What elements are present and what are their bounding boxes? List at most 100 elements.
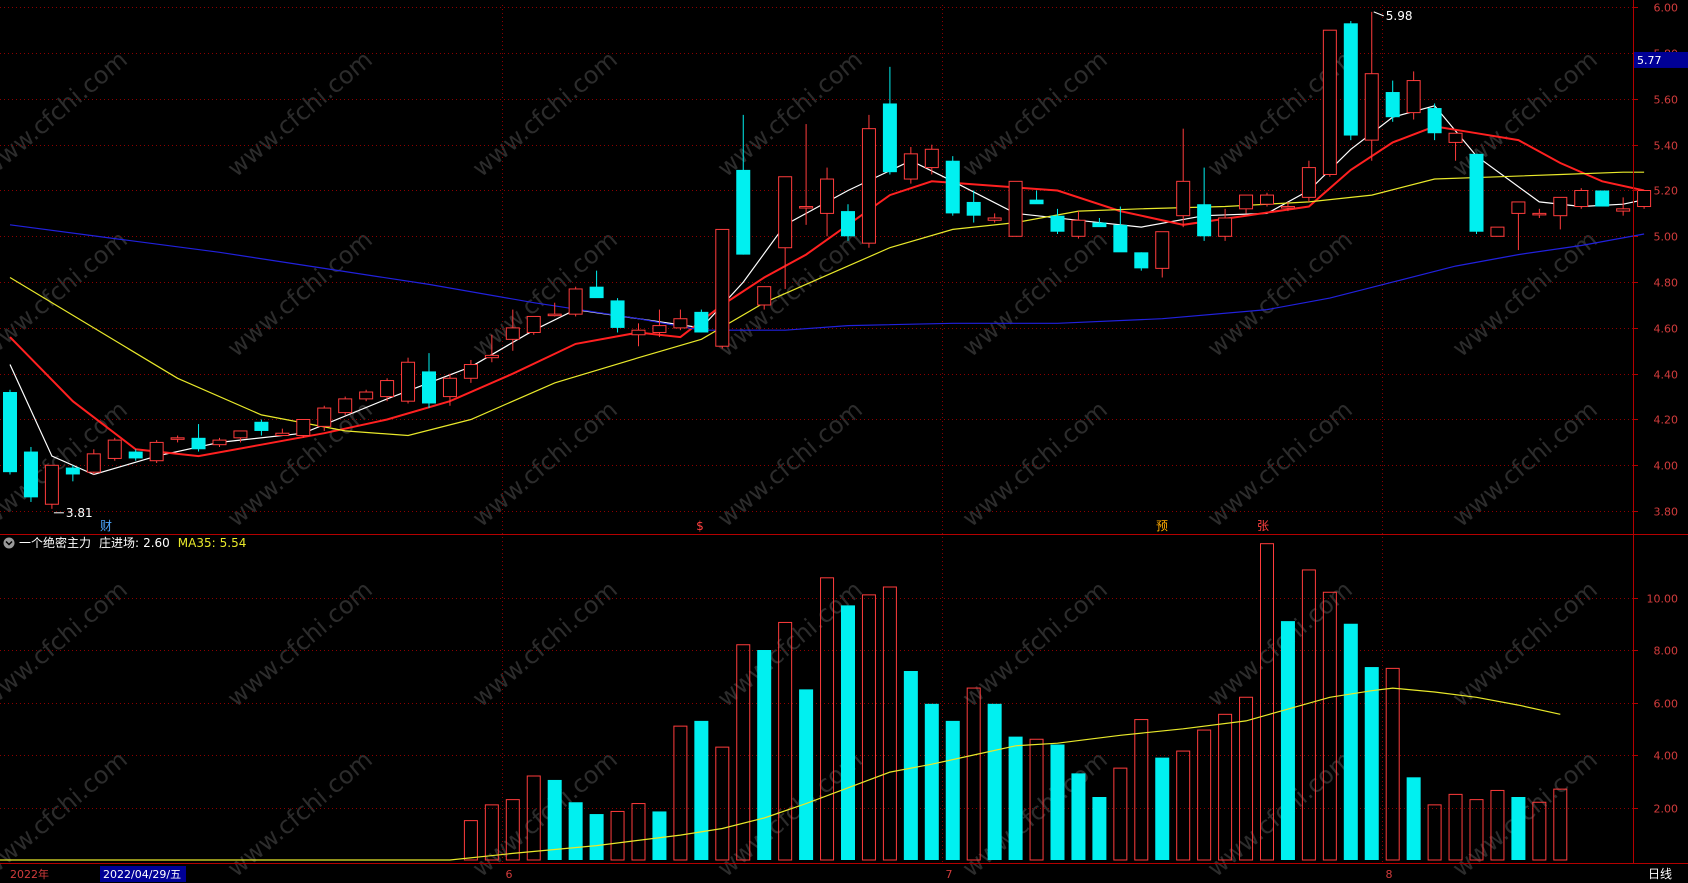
candle <box>568 286 583 317</box>
candlesticks[interactable] <box>3 11 1652 509</box>
candle-body <box>1176 180 1191 217</box>
candle-body <box>736 169 751 255</box>
candle-body <box>1239 194 1254 210</box>
candle-body <box>484 354 499 359</box>
indicator-bar <box>882 586 897 861</box>
candle-body <box>820 178 835 214</box>
indicator-bar <box>463 820 478 861</box>
current-price-label: 5.77 <box>1637 54 1662 67</box>
candle-body <box>610 300 625 328</box>
candle-body <box>1218 217 1233 237</box>
indicator-bar <box>945 720 960 860</box>
candle-body <box>1008 180 1023 237</box>
candle-body <box>1197 204 1212 237</box>
candle <box>1008 180 1023 237</box>
candle-body <box>170 437 185 440</box>
price-tick-label: 4.40 <box>1654 369 1679 382</box>
indicator-bar <box>1155 757 1170 860</box>
indicator-bar <box>1343 623 1358 860</box>
watermark-text: www.cfchi.com <box>0 45 133 182</box>
indicator-bar <box>1322 591 1337 861</box>
indicator-bar <box>1511 797 1526 860</box>
candle-body <box>359 391 374 400</box>
candle <box>86 449 101 475</box>
candle <box>1218 208 1233 241</box>
indicator-bar <box>1008 736 1023 860</box>
candle <box>1637 189 1652 209</box>
candle-body <box>1637 189 1652 208</box>
candle-body <box>463 364 478 379</box>
ma-line <box>9 224 1645 331</box>
indicator-value: 2.60 <box>143 536 170 550</box>
indicator-bar <box>799 689 814 860</box>
period-label[interactable]: 日线 <box>1648 867 1672 881</box>
candle-body <box>1427 108 1442 134</box>
indicator-bar <box>987 703 1002 860</box>
price-tick-label: 3.80 <box>1654 506 1679 519</box>
candle <box>1301 160 1316 202</box>
candle <box>526 315 541 335</box>
candle <box>778 176 793 289</box>
candle-body <box>861 128 876 244</box>
candle <box>673 309 688 331</box>
watermark-text: www.cfchi.com <box>1202 745 1358 882</box>
price-tick-label: 6.00 <box>1654 2 1679 15</box>
current-price-box <box>1634 51 1688 68</box>
candle <box>1239 194 1254 214</box>
candle-body <box>1260 194 1274 205</box>
candle <box>882 66 897 175</box>
indicator-bar <box>1260 543 1274 861</box>
indicator-bar <box>484 804 499 861</box>
watermark-text: www.cfchi.com <box>467 575 623 712</box>
indicator-bar <box>757 650 772 860</box>
candle <box>694 309 709 333</box>
candle <box>233 430 248 443</box>
candle <box>715 228 730 349</box>
watermark-text: www.cfchi.com <box>222 575 378 712</box>
indicator-bar <box>673 725 688 861</box>
indicator-bar <box>1280 621 1295 860</box>
candle <box>631 323 646 347</box>
candle <box>1280 201 1295 212</box>
candle-body <box>1322 29 1337 175</box>
indicator-bar <box>1134 719 1149 861</box>
indicator-legend: 一个绝密主力 庄进场: 2.60 MA35: 5.54 <box>19 535 246 550</box>
price-tick-label: 5.60 <box>1654 94 1679 107</box>
candle-body <box>1155 231 1170 269</box>
indicator-bar <box>1406 777 1421 860</box>
candle-body <box>1364 73 1379 141</box>
candle <box>610 298 625 333</box>
indicator-tick-label: 10.00 <box>1647 593 1679 606</box>
candle <box>317 405 332 431</box>
indicator-bar <box>1553 788 1568 861</box>
cursor-date-box <box>100 866 186 882</box>
indicator-bar <box>1239 696 1254 861</box>
candle <box>149 440 164 464</box>
candle <box>1176 128 1191 228</box>
indicator-bar <box>1448 793 1463 861</box>
candle <box>1490 226 1505 237</box>
indicator-tick-label: 8.00 <box>1654 645 1679 658</box>
candle <box>1343 21 1358 141</box>
candle <box>1029 190 1044 205</box>
candle-body <box>338 398 353 414</box>
candle-body <box>505 327 520 340</box>
candle <box>401 357 416 404</box>
candle-body <box>799 206 814 209</box>
candle-body <box>128 451 143 459</box>
candle-body <box>1071 219 1086 237</box>
watermark-text: www.cfchi.com <box>0 575 133 712</box>
indicator-bar <box>1385 667 1400 861</box>
candle-body <box>903 153 918 180</box>
candle-body <box>757 286 772 306</box>
candle <box>1092 217 1107 228</box>
indicator-bar <box>1113 767 1128 861</box>
candle <box>987 213 1002 223</box>
watermark-text: www.cfchi.com <box>467 745 623 882</box>
indicator-bar <box>1092 797 1107 860</box>
candle-body <box>1448 132 1463 143</box>
candle <box>107 437 122 461</box>
candle-body <box>526 315 541 333</box>
indicator-ma-label: MA35: <box>178 536 216 550</box>
